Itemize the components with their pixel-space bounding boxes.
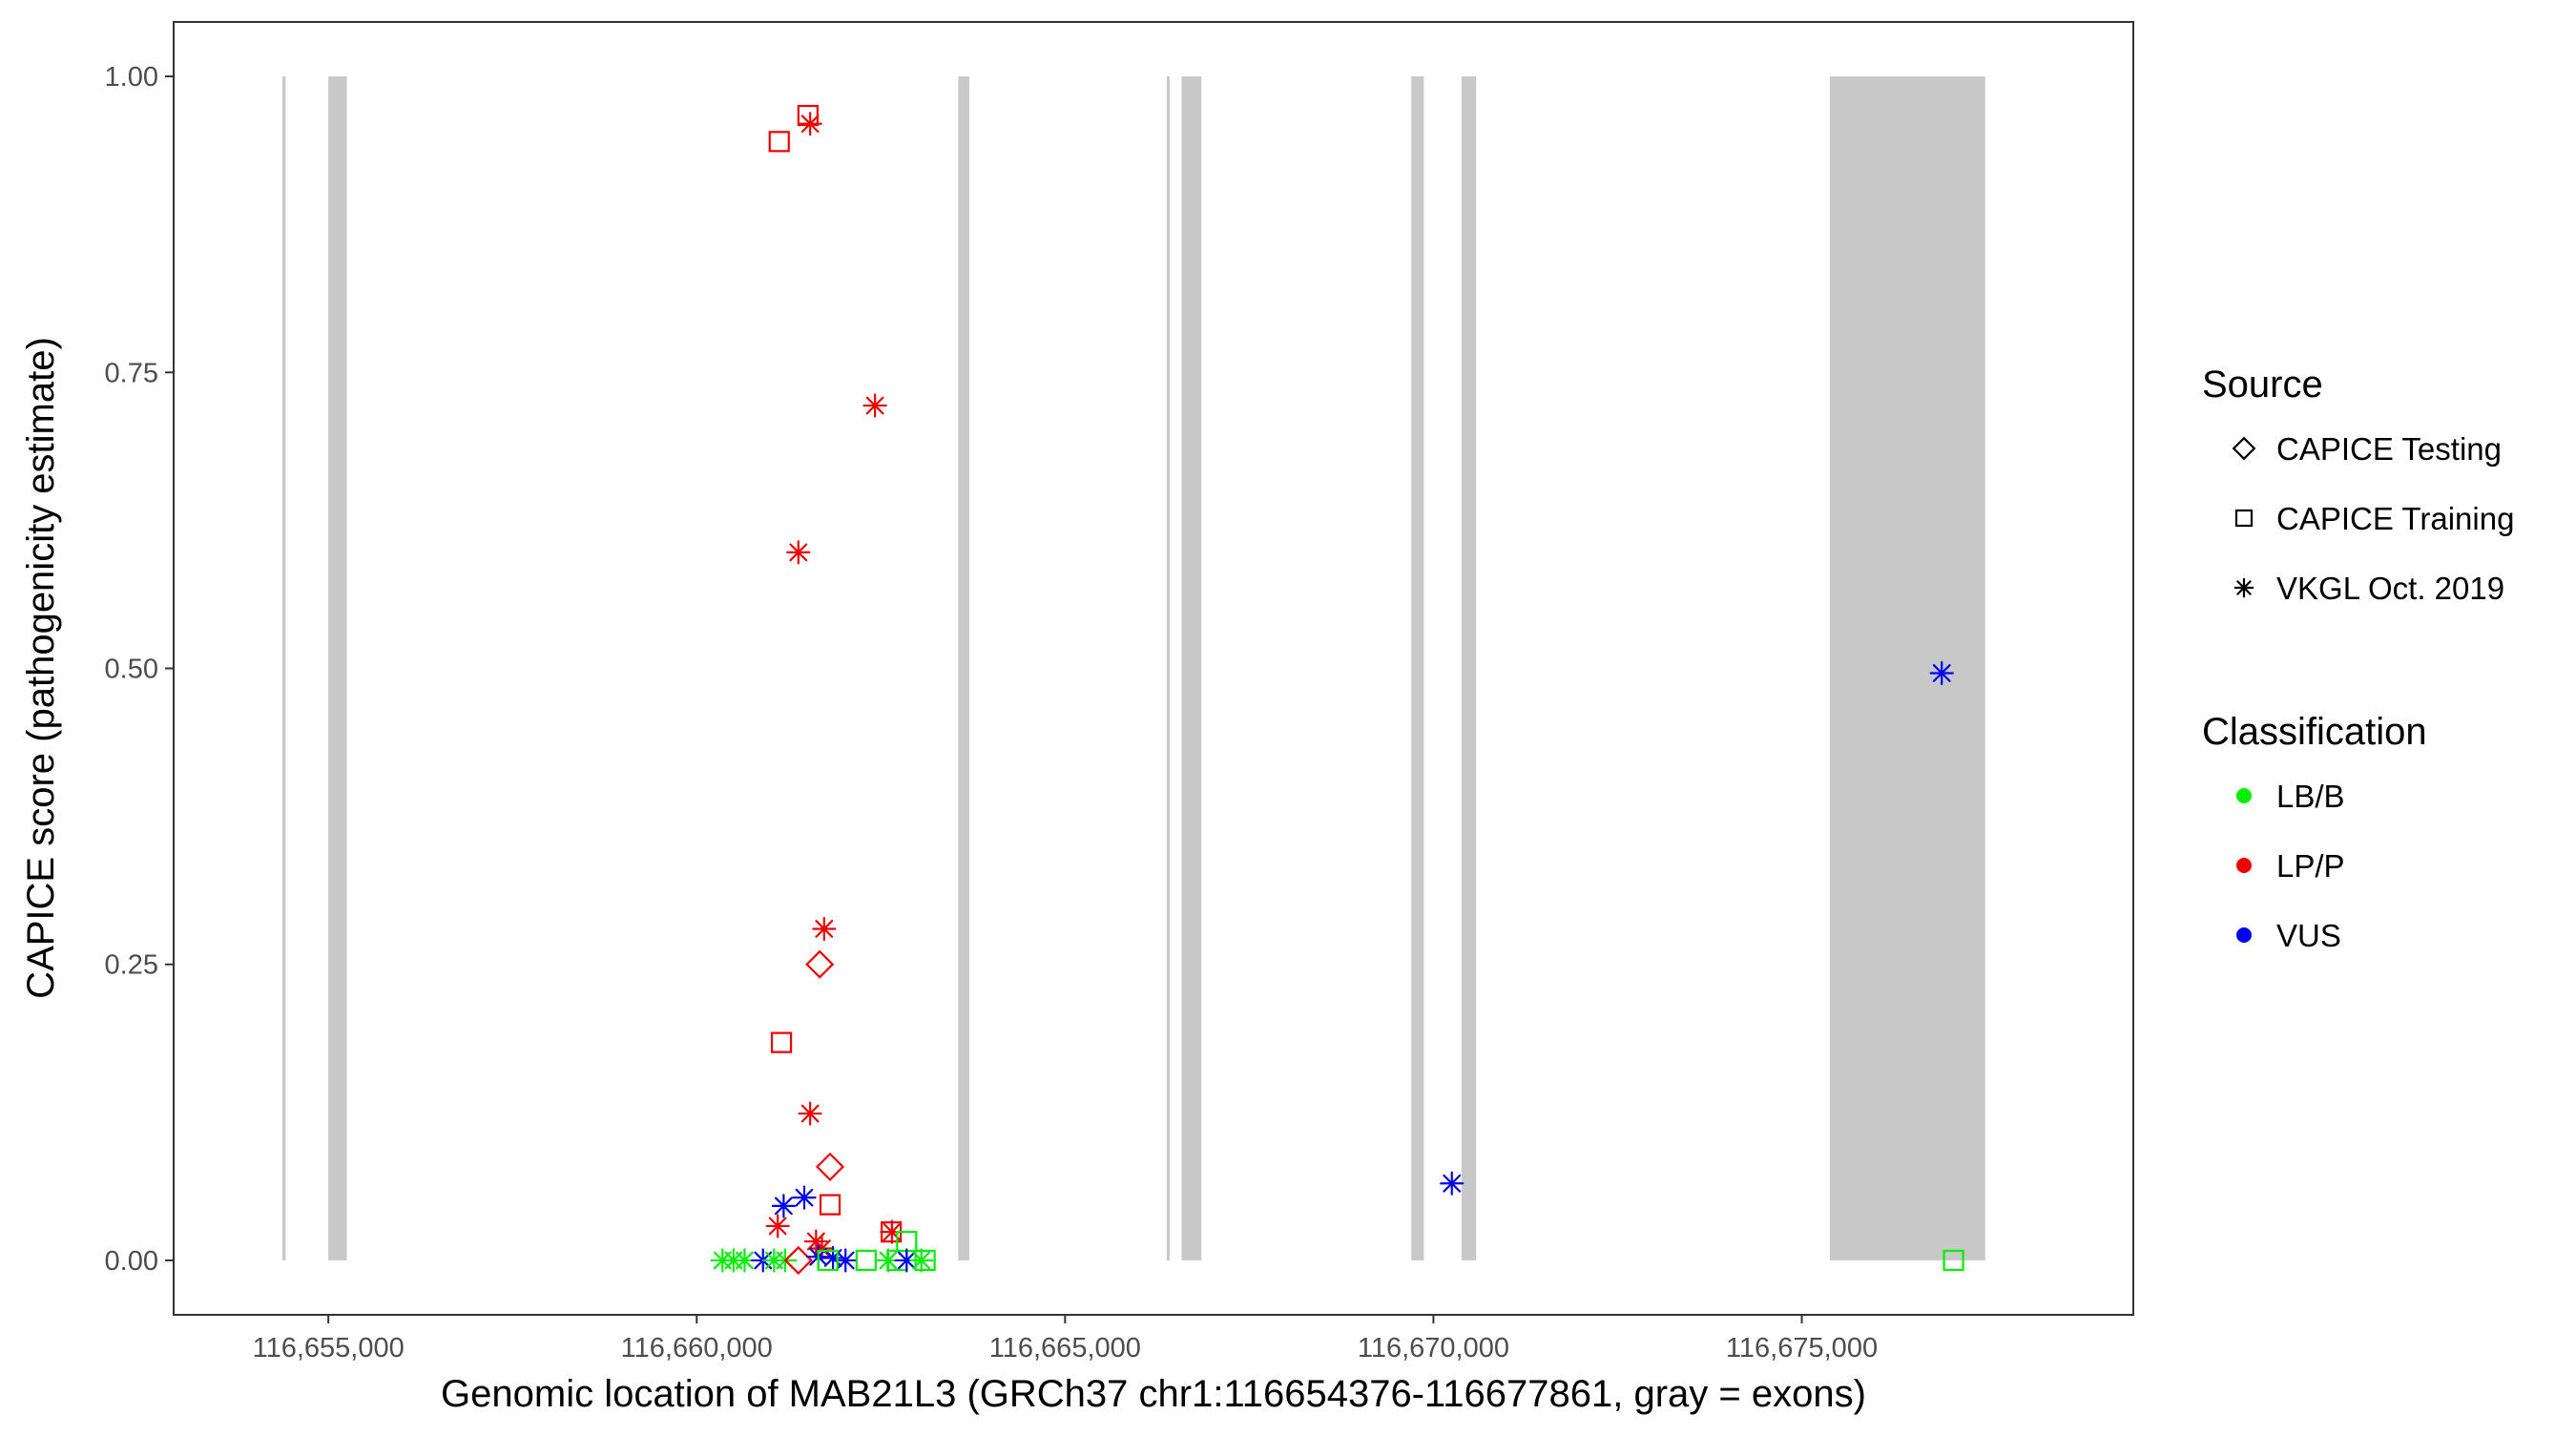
y-tick-label-5: 1.00 [105,62,158,93]
data-point-38 [914,1249,936,1272]
data-point-8 [805,949,835,979]
data-point-16 [765,1214,790,1238]
exon-band-6 [1411,76,1424,1260]
y-axis-title: CAPICE score (pathogenicity estimate) [20,337,62,999]
legend-source-key-2 [2234,509,2254,528]
legend-source-title: Source [2202,364,2323,406]
y-tick-label-2: 0.25 [105,950,158,981]
legend-classification-title: Classification [2202,711,2427,753]
points-layer [710,104,1964,1275]
legend-source-key-1 [2232,436,2256,461]
legend-source-label-3: VKGL Oct. 2019 [2276,571,2504,606]
x-tick-label-2: 116,660,000 [621,1333,773,1363]
x-axis-title: Genomic location of MAB21L3 (GRCh37 chr1… [441,1373,1866,1415]
legend-source-label-1: CAPICE Testing [2276,431,2502,467]
legend-classification-key-1 [2236,788,2252,803]
data-point-33 [855,1249,877,1272]
data-point-1 [768,131,790,153]
data-point-13 [792,1185,817,1210]
data-point-9 [770,1031,793,1053]
y-tick-label-4: 0.75 [105,358,158,388]
legend: Source CAPICE Testing CAPICE Training VKGL … [2202,364,2514,953]
data-point-15 [819,1194,841,1216]
legend-classification-key-3 [2236,927,2252,943]
legend-classification-label-3: VUS [2276,918,2341,953]
x-tick-label-3: 116,665,000 [989,1333,1141,1363]
exon-band-8 [1829,76,1985,1260]
data-point-10 [798,1101,822,1126]
exon-band-3 [958,76,969,1260]
data-point-4 [862,393,887,418]
x-tick-label-4: 116,670,000 [1358,1333,1509,1363]
exons-layer [281,76,1985,1260]
data-point-3 [798,112,822,136]
data-point-7 [812,916,837,942]
legend-source-key-3 [2233,577,2254,598]
data-point-5 [786,540,811,565]
legend-classification-label-2: LP/P [2276,848,2345,884]
axes-layer: 0.00 0.25 0.50 0.75 1.00 116,655,000 116,660,0… [105,62,1879,1363]
exon-band-2 [328,76,347,1260]
data-point-24 [732,1248,758,1273]
data-point-32 [817,1249,839,1272]
data-point-14 [771,1194,796,1218]
legend-source-label-2: CAPICE Training [2276,501,2514,536]
exon-band-5 [1181,76,1202,1260]
data-point-37 [909,1248,934,1273]
legend-classification-key-2 [2236,858,2252,873]
y-tick-label-3: 0.50 [105,655,158,685]
exon-band-1 [281,76,286,1260]
data-point-31 [833,1248,858,1273]
data-point-12 [1440,1171,1465,1196]
exon-band-7 [1461,76,1477,1260]
exon-band-4 [1166,76,1170,1260]
legend-classification-label-1: LB/B [2276,779,2345,814]
x-tick-label-1: 116,655,000 [253,1333,405,1363]
y-tick-label-1: 0.00 [105,1246,158,1277]
data-point-11 [815,1152,845,1181]
x-tick-label-5: 116,675,000 [1726,1333,1878,1363]
data-point-6 [1929,660,1954,686]
data-point-39 [1942,1249,1964,1272]
